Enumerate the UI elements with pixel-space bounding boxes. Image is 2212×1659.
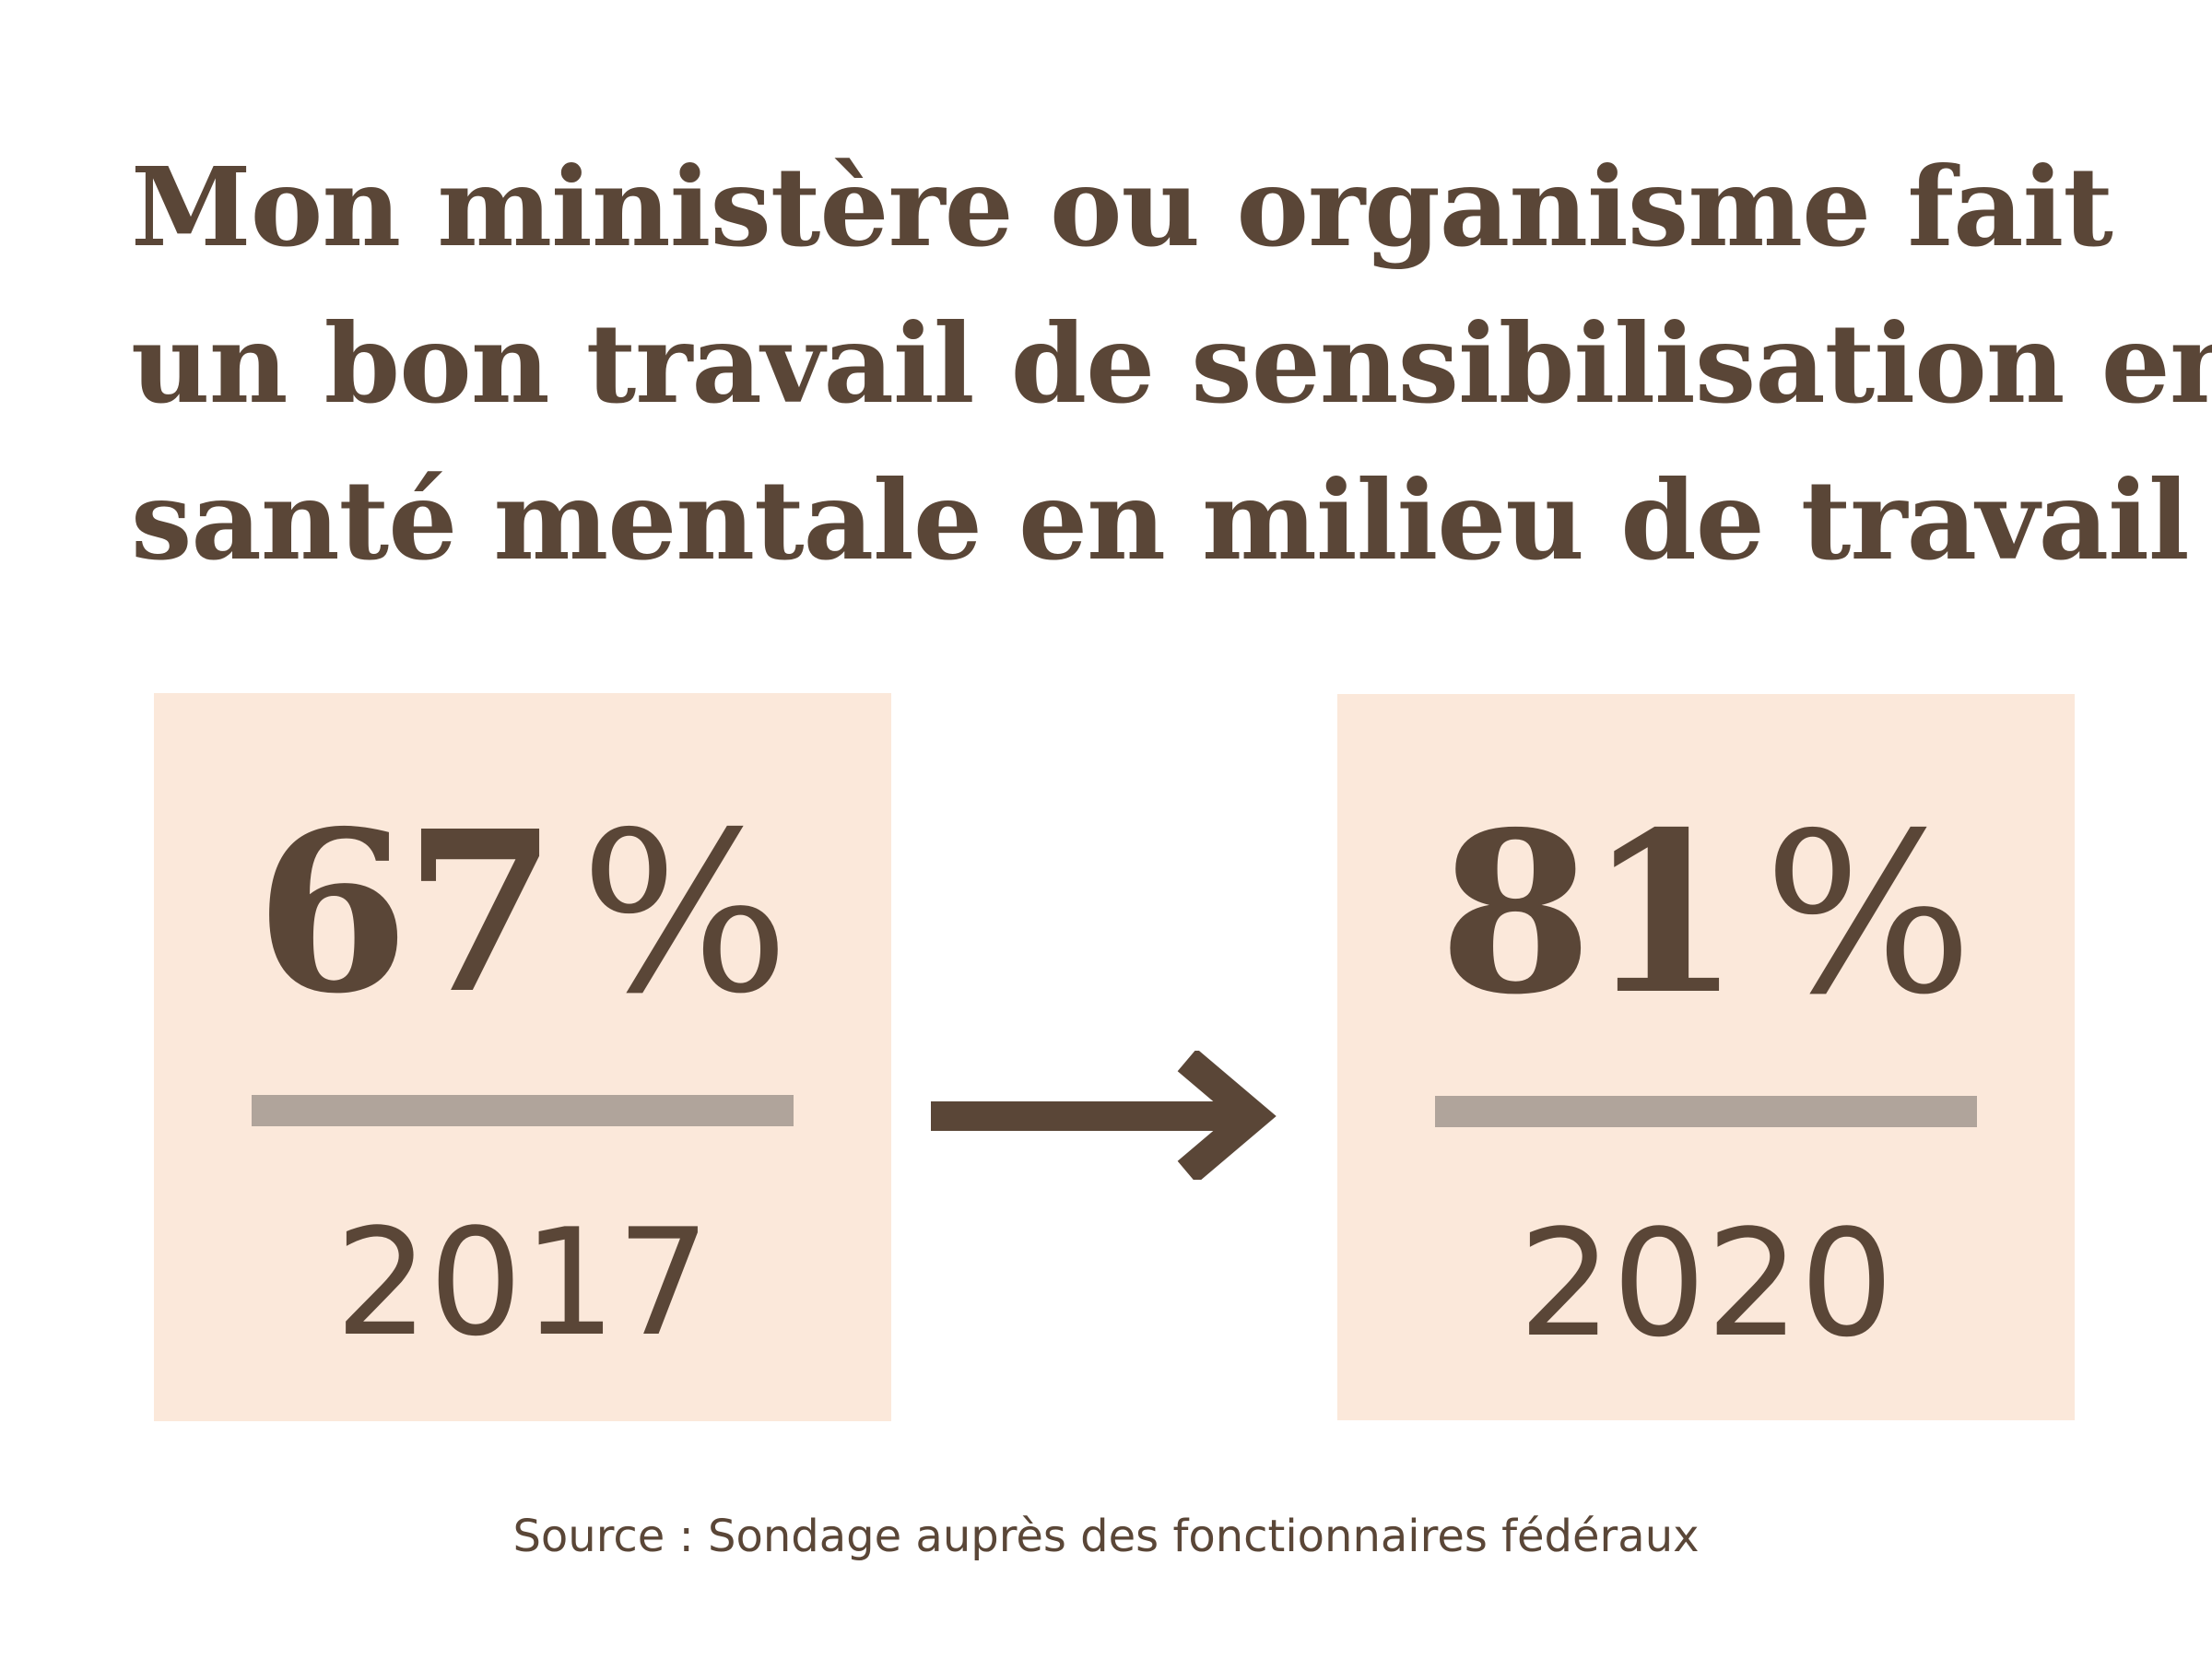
stat-value: 81 (1438, 783, 1741, 1043)
stat-year: 2020 (1518, 1197, 1894, 1370)
stat-value: 67 (254, 782, 558, 1042)
infographic-title: Mon ministère ou organisme fait un bon t… (131, 129, 2212, 599)
title-line-3: santé mentale en milieu de travail (131, 456, 2190, 584)
percent-sign: % (1762, 785, 1974, 1043)
source-note: Source : Sondage auprès des fonctionnair… (512, 1511, 1700, 1562)
stat-box-2020: 81% 2020 (1337, 694, 2075, 1420)
stat-divider (1435, 1096, 1977, 1127)
title-line-1: Mon ministère ou organisme fait (131, 143, 2113, 271)
stat-percentage-2020: 81% (1337, 784, 2075, 1043)
percent-sign: % (579, 784, 791, 1042)
stat-box-2017: 67% 2017 (154, 693, 891, 1421)
stat-percentage-2017: 67% (154, 783, 891, 1042)
title-line-2: un bon travail de sensibilisation en (131, 300, 2212, 428)
stat-year: 2017 (335, 1196, 711, 1369)
arrow-right-icon (931, 1051, 1277, 1180)
stat-divider (252, 1095, 794, 1126)
